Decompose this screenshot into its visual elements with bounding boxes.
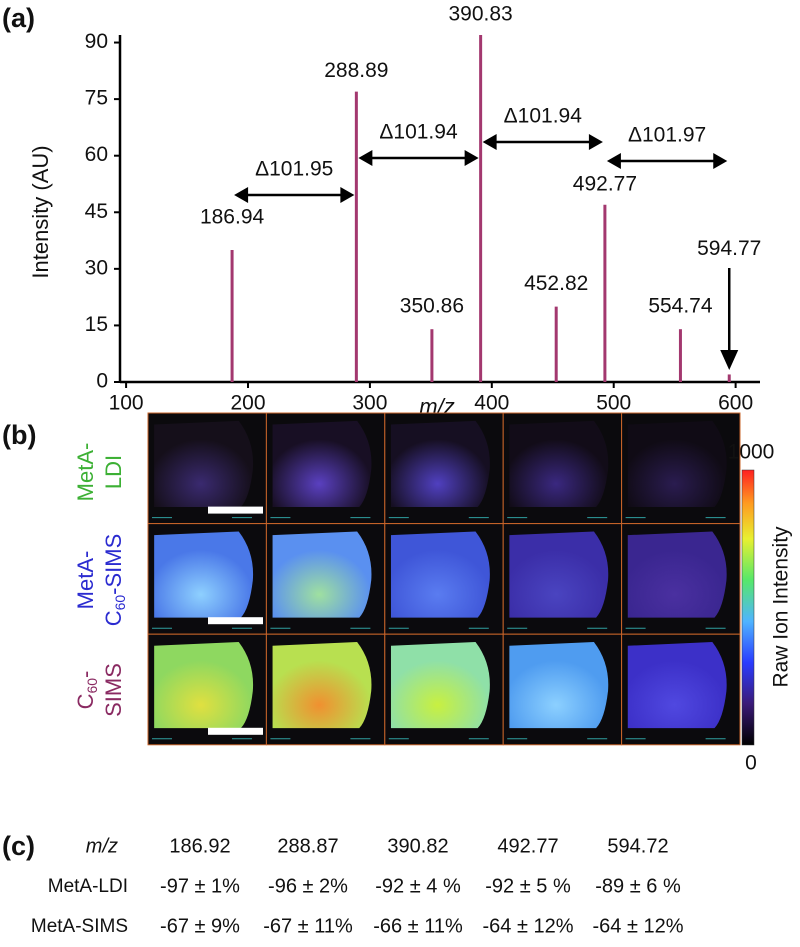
- peak-label: 594.77: [697, 237, 761, 260]
- tissue: [154, 531, 254, 618]
- tissue: [509, 642, 609, 729]
- arrow-head: [340, 187, 355, 203]
- y-tick-label: 45: [85, 200, 108, 223]
- tissue: [390, 531, 490, 618]
- row-label: MetA-: [73, 551, 98, 610]
- peak-label: 350.86: [400, 295, 464, 318]
- y-tick-label: 90: [85, 30, 108, 53]
- tissue: [627, 642, 727, 729]
- x-tick-label: 100: [109, 392, 144, 415]
- table-header: 594.72: [607, 835, 668, 857]
- tissue: [627, 420, 727, 507]
- table-cell: -67 ± 11%: [263, 915, 353, 937]
- x-tick-label: 600: [718, 392, 753, 415]
- panel-label: (b): [2, 420, 36, 450]
- y-tick-label: 15: [85, 313, 108, 336]
- y-tick-label: 75: [85, 87, 108, 110]
- y-axis-label: Intensity (AU): [28, 145, 53, 278]
- delta-label: Δ101.94: [504, 105, 583, 128]
- tissue: [272, 642, 372, 729]
- row-label-part: LDI: [101, 455, 126, 489]
- x-tick-label: 300: [352, 392, 387, 415]
- colorbar-max: 1000: [728, 441, 775, 464]
- table-cell: -64 ± 12%: [482, 915, 573, 937]
- colorbar-min: 0: [745, 752, 757, 775]
- row-label: SIMS: [101, 663, 126, 717]
- scale-bar: [208, 506, 263, 514]
- y-tick-label: 60: [85, 143, 108, 166]
- table-header: 492.77: [497, 835, 558, 857]
- row-label-part: -SIMS: [101, 534, 126, 595]
- table-cell: -92 ± 4 %: [375, 875, 461, 897]
- y-tick-label: 30: [85, 256, 108, 279]
- row-label: C60-: [73, 671, 100, 710]
- delta-label: Δ101.97: [628, 124, 706, 147]
- table-cell: -92 ± 5 %: [485, 875, 571, 897]
- x-tick-label: 500: [596, 392, 631, 415]
- scale-bar: [208, 727, 263, 735]
- arrow-head: [234, 187, 249, 203]
- colorbar: [741, 469, 755, 746]
- arrow-head: [713, 153, 728, 169]
- table-header: m/z: [86, 835, 118, 857]
- tissue: [154, 642, 254, 729]
- table-cell: -97 ± 1%: [160, 875, 240, 897]
- x-tick-label: 200: [230, 392, 265, 415]
- row-label: MetA-: [73, 443, 98, 502]
- arrow-head: [720, 350, 739, 370]
- tissue: [154, 420, 254, 507]
- table-cell: -66 ± 11%: [373, 915, 463, 937]
- peak-label: 492.77: [573, 172, 637, 195]
- peak-label: 554.74: [648, 295, 713, 318]
- table-cell: -64 ± 12%: [592, 915, 683, 937]
- table-cell: -67 ± 9%: [160, 915, 240, 937]
- table-header: 186.92: [169, 835, 230, 857]
- spectrum: 0 15 30 45 60 75 90 100 200 300 400 500 600 186.94 288…: [85, 3, 762, 415]
- table-row-label: MetA-SIMS: [31, 916, 128, 937]
- tissue: [627, 531, 727, 618]
- peak-label: 186.94: [200, 206, 265, 229]
- row-label: LDI: [101, 455, 126, 489]
- delta-label: Δ101.95: [255, 158, 333, 181]
- row-label-part: MetA-: [73, 443, 98, 502]
- arrow-head: [482, 134, 497, 150]
- peak-label: 452.82: [524, 272, 588, 295]
- row-label-part: MetA-: [73, 551, 98, 610]
- peak-label: 288.89: [324, 59, 388, 82]
- image-grid: [147, 412, 741, 746]
- tissue: [390, 420, 490, 507]
- table: m/z 186.92 288.87 390.82 492.77 594.72 MetA-LD…: [31, 835, 684, 937]
- arrow-head: [588, 134, 603, 150]
- row-label-part: -: [73, 671, 98, 678]
- row-label-part: C: [73, 693, 98, 709]
- row-label-part: C: [101, 610, 126, 626]
- row-label-part: 60: [84, 678, 100, 694]
- peak-label: 390.83: [449, 3, 513, 26]
- x-tick-label: 400: [474, 392, 509, 415]
- table-cell: -96 ± 2%: [268, 875, 348, 897]
- tissue: [272, 420, 372, 507]
- panel-label: (c): [2, 831, 35, 861]
- tissue: [272, 531, 372, 618]
- tissue: [509, 420, 609, 507]
- arrow-head: [464, 150, 479, 166]
- row-label: C60-SIMS: [101, 534, 128, 627]
- table-cell: -89 ± 6 %: [595, 875, 681, 897]
- y-tick-label: 0: [96, 370, 108, 393]
- tissue: [390, 642, 490, 729]
- row-label-part: 60: [112, 595, 128, 611]
- row-label-part: SIMS: [101, 663, 126, 717]
- scale-bar: [208, 617, 263, 625]
- table-row-label: MetA-LDI: [48, 876, 128, 897]
- arrow-head: [606, 153, 621, 169]
- colorbar-label: Raw Ion Intensity: [770, 526, 793, 688]
- arrow-head: [358, 150, 373, 166]
- table-header: 390.82: [387, 835, 448, 857]
- table-header: 288.87: [277, 835, 338, 857]
- delta-label: Δ101.94: [379, 121, 458, 144]
- tissue: [509, 531, 609, 618]
- panel-label: (a): [2, 3, 35, 33]
